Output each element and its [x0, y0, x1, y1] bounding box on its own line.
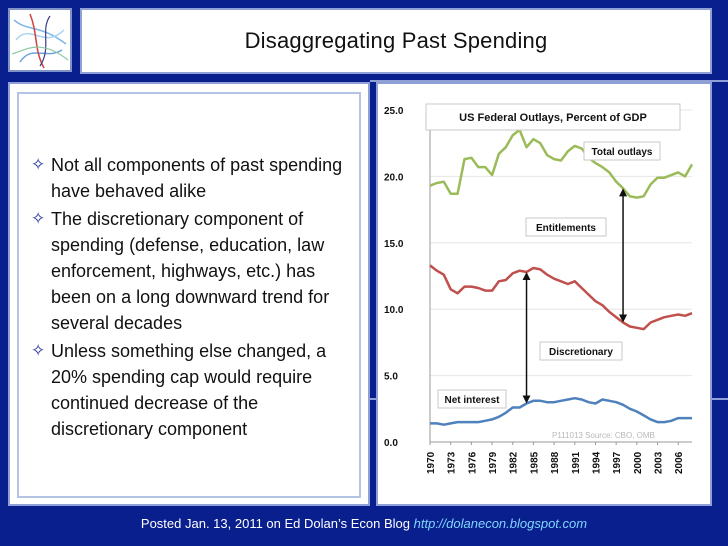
net-interest-label-box — [437, 389, 507, 409]
x-tick-label: 2003 — [654, 451, 665, 474]
title-bar: Disaggregating Past Spending — [80, 8, 712, 74]
x-tick-label: 1988 — [550, 451, 561, 474]
bullet-list: ✧ Not all components of past spending ha… — [17, 92, 361, 498]
source-note: P111013 Source: CBO, OMB — [552, 431, 655, 440]
x-tick-label: 1982 — [509, 451, 520, 474]
x-tick-label: 1994 — [591, 451, 602, 474]
bullet-item: ✧ Not all components of past spending ha… — [31, 152, 353, 204]
entitlements-label: Entitlements — [536, 223, 596, 234]
bullet-item: ✧ The discretionary component of spendin… — [31, 206, 353, 336]
bullet-text: The discretionary component of spending … — [51, 209, 330, 333]
x-tick-label: 1985 — [529, 451, 540, 474]
y-tick-label: 0.0 — [384, 438, 398, 449]
blog-link[interactable]: http://dolanecon.blogspot.com — [413, 516, 588, 531]
page-title: Disaggregating Past Spending — [244, 28, 548, 53]
decorative-lines-icon — [11, 13, 69, 69]
footer: Posted Jan. 13, 2011 on Ed Dolan’s Econ … — [0, 512, 728, 536]
chart-panel: 0.0 5.0 10.0 15.0 20.0 25.0 1970 1973 1976 1979 19… — [376, 82, 712, 506]
bullet-item: ✧ Unless something else changed, a 20% s… — [31, 338, 353, 442]
entitlements-label-box — [525, 217, 607, 237]
x-tick-label: 2000 — [633, 451, 644, 474]
y-tick-label: 20.0 — [384, 172, 404, 183]
total-label-box — [583, 141, 661, 161]
series-line-net-interest — [430, 396, 692, 426]
logo — [8, 8, 72, 72]
x-tick-label: 2006 — [674, 451, 685, 474]
discretionary-label-box — [539, 341, 623, 361]
divider-line — [370, 80, 728, 82]
x-tick-label: 1970 — [426, 451, 437, 474]
bullet-text: Not all components of past spending have… — [51, 155, 343, 201]
y-tick-label: 25.0 — [384, 106, 404, 117]
net-interest-label: Net interest — [444, 395, 500, 406]
y-tick-label: 10.0 — [384, 305, 404, 316]
x-tick-label: 1973 — [447, 451, 458, 474]
bullet-text: Unless something else changed, a 20% spe… — [51, 341, 327, 439]
footer-text: Posted Jan. 13, 2011 on Ed Dolan’s Econ … — [140, 516, 411, 531]
x-tick-label: 1991 — [571, 451, 582, 474]
bullet-panel: ✧ Not all components of past spending ha… — [8, 82, 370, 506]
series-line-discretionary — [429, 264, 693, 331]
discretionary-label: Discretionary — [549, 347, 613, 358]
diamond-star-icon: ✧ — [31, 155, 46, 174]
diamond-star-icon: ✧ — [31, 341, 46, 360]
series-line-total — [429, 128, 694, 199]
chart-title-box — [425, 103, 681, 131]
x-tick-label: 1997 — [612, 451, 623, 474]
chart-title: US Federal Outlays, Percent of GDP — [459, 112, 647, 124]
total-label: Total outlays — [592, 147, 653, 158]
outlays-chart: 0.0 5.0 10.0 15.0 20.0 25.0 1970 1973 1976 1979 19… — [384, 103, 694, 474]
diamond-star-icon: ✧ — [31, 209, 46, 228]
y-tick-label: 15.0 — [384, 239, 404, 250]
y-tick-label: 5.0 — [384, 372, 398, 383]
x-tick-label: 1976 — [467, 451, 478, 474]
x-tick-label: 1979 — [488, 451, 499, 474]
